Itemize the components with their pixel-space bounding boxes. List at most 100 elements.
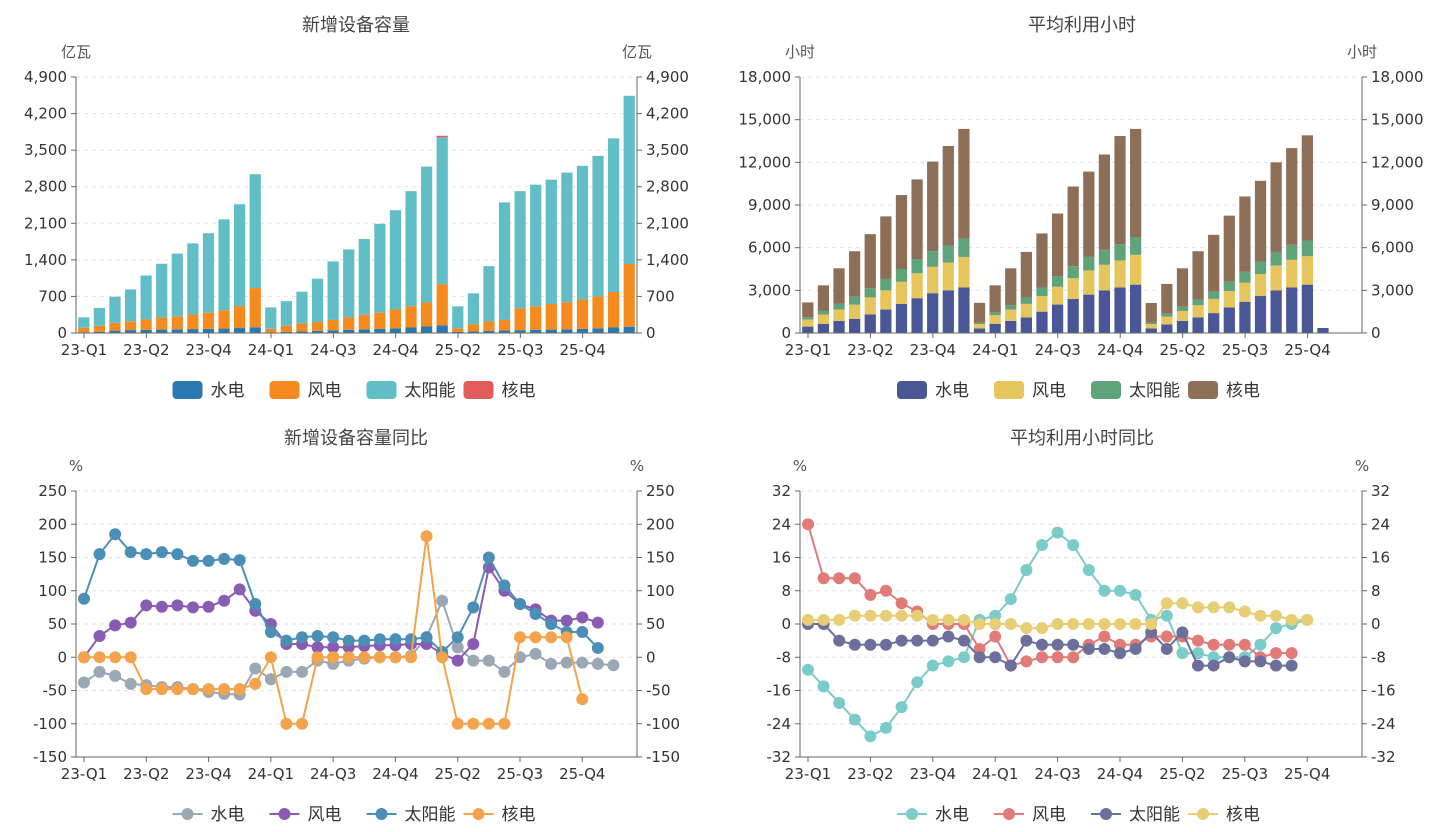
bar-segment: [1270, 290, 1282, 333]
bar-segment: [895, 303, 908, 333]
legend-label: 风电: [1032, 805, 1066, 825]
bar-segment: [864, 234, 876, 289]
data-point: [848, 638, 861, 651]
data-point: [591, 657, 604, 670]
bar-segment: [374, 223, 386, 313]
y-tick-label-left: 2,800: [24, 178, 67, 196]
y-tick-label-left: -100: [33, 715, 67, 733]
bar-segment: [1145, 328, 1157, 333]
data-point: [1114, 618, 1126, 630]
bar-segment: [343, 249, 355, 318]
data-point: [109, 669, 122, 682]
y-tick-label-left: 15,000: [739, 111, 792, 129]
bar-segment: [1051, 286, 1064, 305]
bar-segment: [171, 253, 183, 317]
bar-segment: [545, 179, 557, 305]
data-point: [1129, 588, 1142, 601]
bar-segment: [833, 320, 845, 333]
x-tick-label: 24-Q3: [1035, 341, 1081, 359]
data-point: [1051, 618, 1064, 630]
data-point: [880, 584, 892, 597]
y-tick-label-left: 2,100: [24, 214, 67, 232]
bar-segment: [358, 329, 370, 333]
data-point: [389, 633, 402, 646]
data-point: [93, 665, 106, 678]
y-tick-label-left: -150: [33, 748, 67, 766]
x-tick-label: 23-Q2: [123, 341, 169, 359]
bar-segment: [1239, 196, 1251, 272]
data-point: [1223, 601, 1236, 614]
data-point: [1036, 651, 1048, 664]
x-tick-label: 24-Q4: [1097, 765, 1143, 783]
data-point: [405, 633, 417, 646]
data-point: [420, 530, 433, 543]
data-point: [249, 677, 262, 690]
data-point: [1114, 647, 1126, 660]
y-tick-label-right: 200: [646, 515, 675, 533]
data-point: [1020, 655, 1033, 668]
y-unit-right: 小时: [1347, 43, 1377, 61]
bar-segment: [140, 329, 152, 333]
bar-segment: [1239, 282, 1251, 302]
y-unit-right: 亿瓦: [622, 43, 652, 61]
bar-segment: [623, 264, 635, 327]
data-point: [358, 634, 371, 647]
x-tick-label: 24-Q1: [248, 341, 294, 359]
y-tick-label-left: 3,000: [748, 281, 791, 299]
data-point: [218, 594, 231, 607]
bar-segment: [374, 328, 386, 333]
bar-segment: [802, 317, 814, 320]
data-point: [848, 713, 861, 726]
bar-segment: [1051, 213, 1064, 277]
data-point: [591, 616, 604, 629]
y-tick-label-right: 150: [646, 549, 675, 567]
bar-segment: [958, 256, 970, 288]
bar-segment: [989, 315, 1001, 324]
bar-segment: [1067, 278, 1079, 299]
bar-segment: [124, 321, 137, 331]
bar-segment: [1114, 244, 1126, 261]
y-tick-label-right: 2,800: [646, 178, 689, 196]
data-point: [1004, 618, 1017, 630]
bar-segment: [218, 328, 230, 333]
bar-segment: [942, 145, 954, 246]
bar-segment: [927, 251, 939, 267]
data-point: [1020, 622, 1033, 635]
data-point: [926, 634, 939, 647]
data-point: [973, 618, 986, 630]
data-point: [942, 613, 955, 626]
data-point: [958, 613, 970, 626]
bar-segment: [880, 290, 892, 310]
bar-segment: [483, 330, 495, 333]
data-point: [420, 631, 433, 644]
legend-marker: [278, 808, 291, 820]
data-point: [78, 676, 90, 689]
y-tick-label-right: 0: [1371, 324, 1381, 342]
data-point: [560, 656, 573, 669]
y-tick-label-left: 18,000: [739, 68, 792, 86]
bar-segment: [817, 310, 830, 315]
bar-segment: [576, 299, 589, 329]
bar-segment: [608, 327, 620, 333]
bar-segment: [156, 263, 168, 318]
y-tick-label-right: 0: [1371, 615, 1381, 633]
data-point: [576, 656, 589, 669]
data-point: [140, 683, 153, 696]
bar-segment: [140, 275, 152, 320]
bar-segment: [156, 317, 168, 330]
data-point: [140, 548, 153, 561]
y-tick-label-right: 1,400: [646, 251, 689, 269]
y-tick-label-left: 700: [38, 287, 67, 305]
data-point: [802, 613, 814, 626]
y-unit-right: %: [1355, 457, 1369, 475]
y-tick-label-right: -16: [1371, 682, 1396, 700]
data-point: [498, 665, 511, 678]
data-point: [1114, 584, 1126, 597]
data-point: [93, 548, 106, 561]
bar-segment: [1098, 290, 1111, 333]
data-point: [895, 597, 908, 610]
data-point: [155, 683, 168, 696]
data-point: [202, 554, 215, 567]
bar-segment: [374, 312, 386, 329]
legend-label: 风电: [1032, 381, 1066, 401]
